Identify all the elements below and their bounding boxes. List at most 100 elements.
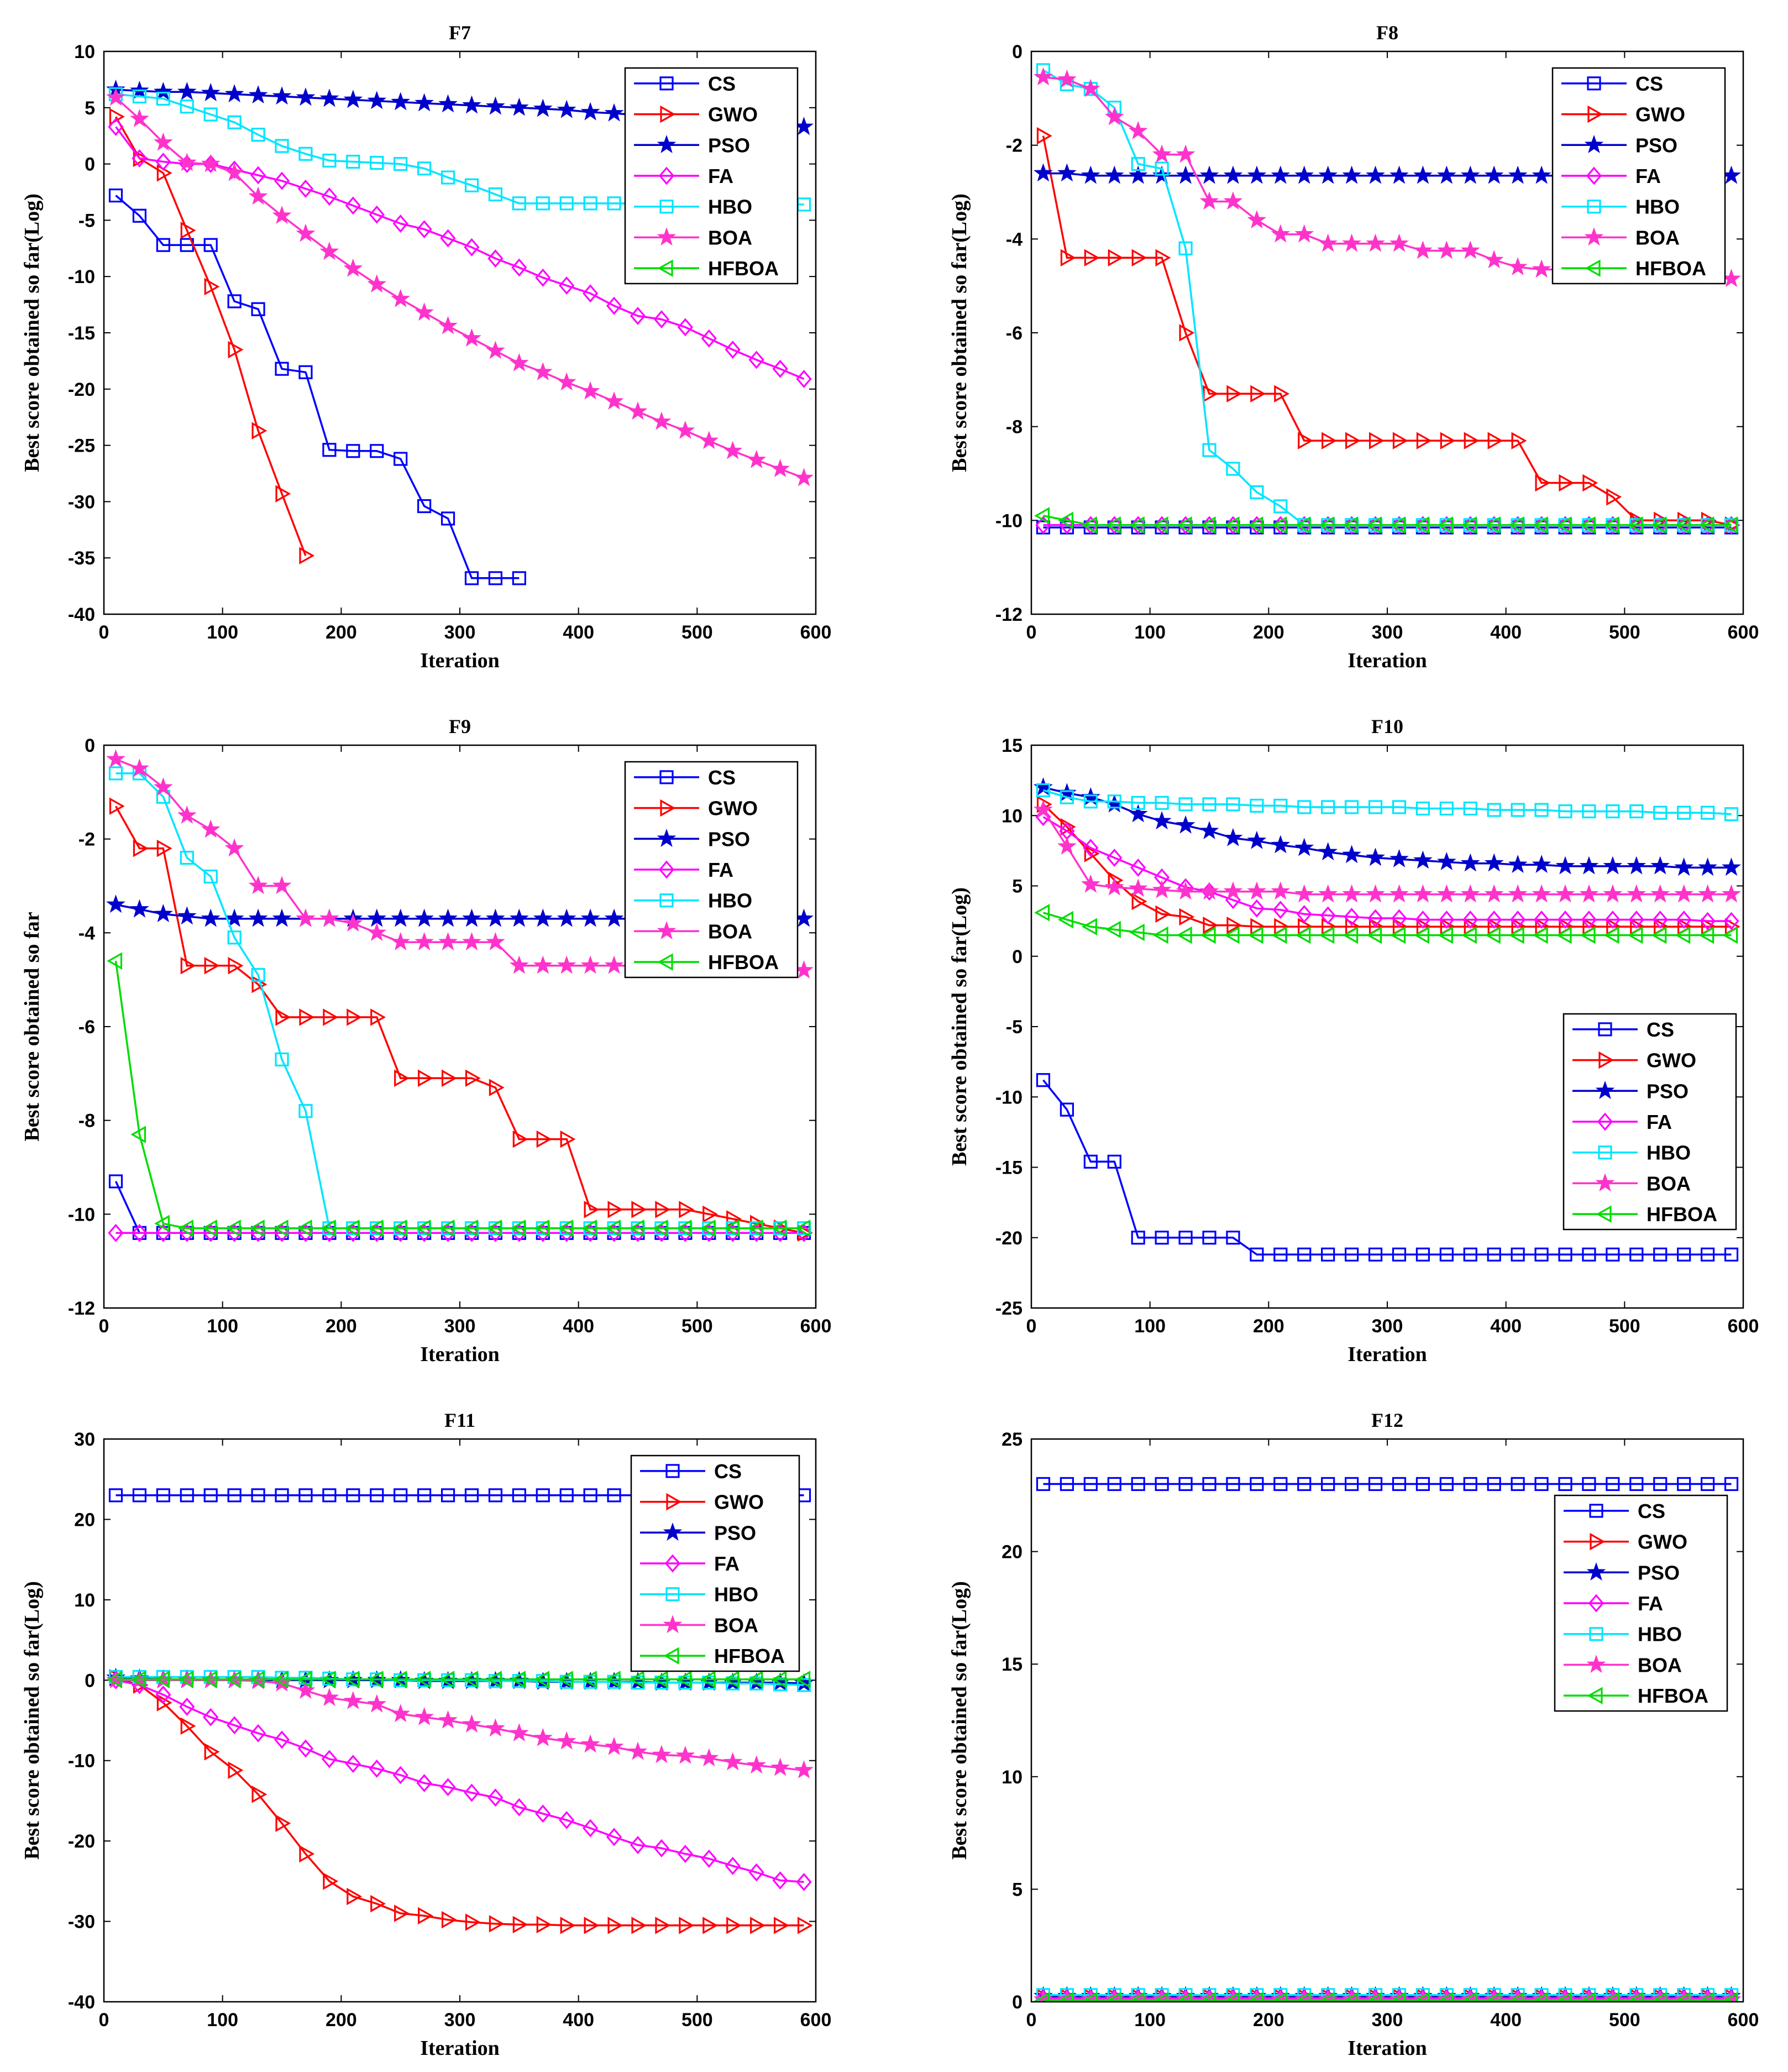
legend-label-FA: FA — [1635, 165, 1661, 187]
data-point-HFBOA — [1414, 516, 1429, 534]
data-point-BOA — [699, 1748, 719, 1767]
data-point-FA — [653, 310, 670, 329]
series-GWO — [1036, 127, 1740, 534]
data-point-PSO — [343, 90, 363, 108]
data-point-GWO — [251, 1786, 268, 1803]
data-point-GWO — [1250, 385, 1266, 403]
x-tick-label: 200 — [1253, 622, 1284, 643]
data-point-FA — [250, 1724, 266, 1743]
data-point-BOA — [652, 1745, 672, 1764]
legend-label-PSO: PSO — [708, 134, 750, 156]
data-point-GWO — [489, 1915, 505, 1933]
x-tick-label: 400 — [1490, 2010, 1522, 2031]
data-point-HFBOA — [463, 1220, 479, 1237]
data-point-BOA — [580, 955, 600, 974]
data-point-FA — [155, 1686, 171, 1704]
series-line-FA — [116, 1679, 804, 1883]
data-point-PSO — [1366, 165, 1385, 184]
data-point-CS — [1250, 1477, 1264, 1492]
x-tick-label: 100 — [207, 1316, 238, 1337]
data-point-CS — [1463, 1477, 1477, 1492]
y-tick-label: -4 — [78, 923, 95, 944]
data-point-CS — [370, 444, 384, 458]
data-point-HFBOA — [1319, 516, 1335, 534]
data-point-CS — [1155, 1477, 1169, 1492]
data-point-GWO — [1203, 385, 1219, 403]
data-point-HFBOA — [1438, 926, 1453, 944]
data-point-PSO — [415, 908, 434, 927]
chart-title: F8 — [1376, 22, 1398, 44]
data-point-PSO — [1508, 855, 1528, 873]
data-point-HFBOA — [676, 1220, 692, 1237]
data-point-BOA — [533, 362, 553, 381]
data-point-PSO — [272, 908, 292, 927]
data-point-HFBOA — [1461, 1992, 1477, 2002]
data-point-FA — [132, 149, 148, 168]
data-point-HBO — [1107, 794, 1121, 809]
data-point-BOA — [438, 1710, 458, 1729]
data-point-HFBOA — [296, 1220, 312, 1237]
data-point-CS — [394, 452, 408, 466]
data-point-BOA — [1176, 144, 1196, 163]
data-point-GWO — [1487, 432, 1503, 449]
data-point-HFBOA — [1366, 1992, 1382, 2002]
data-point-GWO — [228, 1761, 244, 1779]
data-point-HBO — [227, 930, 242, 945]
plot-area — [106, 79, 814, 585]
data-point-HFBOA — [1485, 926, 1501, 944]
data-point-CS — [108, 189, 123, 203]
legend-label-HFBOA: HFBOA — [1647, 1203, 1717, 1226]
data-point-GWO — [1440, 432, 1456, 449]
data-point-BOA — [367, 923, 387, 941]
plot-area — [1034, 777, 1741, 1262]
data-point-HBO — [583, 196, 597, 211]
data-point-GWO — [204, 1743, 220, 1761]
data-point-GWO — [1535, 474, 1551, 492]
data-point-PSO — [1460, 165, 1480, 184]
data-point-FA — [1676, 911, 1692, 929]
data-point-HFBOA — [1034, 1992, 1050, 2002]
data-point-CS — [1724, 1247, 1739, 1262]
data-point-HBO — [441, 170, 455, 185]
data-point-BOA — [415, 932, 434, 950]
legend-label-HFBOA: HFBOA — [1635, 257, 1706, 280]
data-point-CS — [1250, 1247, 1264, 1262]
data-point-CS — [1178, 1477, 1193, 1492]
y-tick-label: -6 — [78, 1017, 95, 1038]
data-point-FA — [701, 1849, 717, 1868]
data-point-HFBOA — [628, 1671, 644, 1688]
series-line-CS — [114, 1181, 804, 1234]
data-point-CS — [1487, 1247, 1501, 1262]
data-point-FA — [392, 1766, 408, 1785]
data-point-CS — [1060, 1102, 1074, 1117]
data-point-FA — [464, 1783, 480, 1802]
data-point-FA — [1249, 899, 1265, 918]
data-point-HFBOA — [605, 1671, 621, 1688]
data-point-FA — [227, 160, 243, 179]
data-point-PSO — [486, 908, 505, 927]
data-point-GWO — [251, 422, 268, 439]
data-point-CS — [227, 1488, 242, 1503]
data-point-HFBOA — [130, 1126, 146, 1143]
data-point-FA — [1320, 906, 1336, 925]
data-point-FA — [392, 214, 408, 233]
data-point-GWO — [560, 1917, 576, 1934]
data-point-BOA — [1223, 881, 1243, 900]
data-point-HBO — [108, 766, 123, 781]
data-point-HFBOA — [747, 1220, 763, 1237]
x-tick-label: 400 — [563, 622, 594, 643]
y-axis-label: Best score obtained so far(Log) — [948, 1581, 971, 1860]
data-point-CS — [1677, 1247, 1691, 1262]
data-point-PSO — [533, 908, 553, 927]
data-point-BOA — [723, 1752, 743, 1771]
y-tick-label: -30 — [68, 1912, 95, 1933]
data-point-PSO — [1176, 815, 1196, 834]
series-BOA — [1034, 799, 1741, 903]
data-point-CS — [1558, 1477, 1572, 1492]
series-HFBOA — [107, 952, 811, 1237]
data-point-CS — [1582, 1477, 1596, 1492]
data-point-PSO — [1128, 804, 1148, 823]
chart-F12: F12 0 100 200 300 400 500 600 0 5 10 15 20 25 Iteratio… — [948, 1409, 1759, 2060]
data-point-FA — [1320, 516, 1336, 535]
plot-frame — [103, 1438, 817, 2003]
